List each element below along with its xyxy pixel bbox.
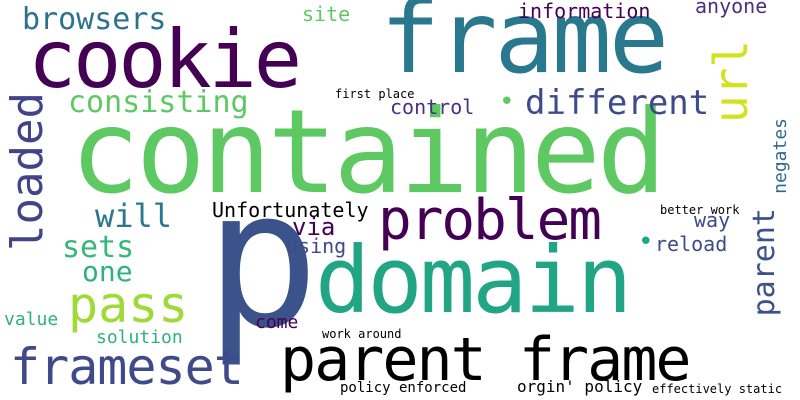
word-control: control (390, 95, 475, 119)
word-browsers: browsers (22, 2, 167, 37)
word-url: url (704, 40, 758, 124)
word-way: way (694, 208, 731, 232)
word-parent-frame: parent frame (280, 325, 691, 395)
word-sets: sets (62, 230, 135, 265)
word-site: site (302, 2, 351, 26)
word-different: different (525, 83, 710, 123)
word-frameset: frameset (10, 338, 244, 396)
word-unfortunately: Unfortunately (212, 198, 369, 222)
dot-mark: • (499, 87, 515, 117)
word-contained: contained (70, 85, 667, 220)
word-value: value (4, 309, 59, 330)
word-frame: frame (380, 0, 669, 96)
word-policy-enforced: policy enforced (340, 380, 467, 396)
word-pass: pass (68, 276, 189, 334)
word-better-work: better work (660, 203, 740, 217)
word-cookie: cookie (28, 13, 302, 106)
word-domain: domain (315, 227, 632, 334)
word-reload: reload (655, 232, 728, 256)
word-work-around: work around (322, 327, 402, 341)
word-come: come (255, 312, 299, 333)
word-origin-policy: orgin' policy (517, 377, 643, 396)
word-one: one (82, 255, 133, 288)
word-solution: solution (96, 327, 183, 348)
dot-mark: • (638, 227, 654, 257)
word-first-place: first place (335, 87, 415, 101)
word-effectively-static: effectively static (652, 382, 783, 396)
word-using: using (286, 234, 347, 258)
word-consisting: consisting (68, 85, 249, 120)
word-parent: parent (747, 208, 782, 317)
word-anyone: anyone (695, 0, 768, 18)
word-problem: problem (378, 188, 602, 253)
word-loaded: loaded (2, 92, 53, 251)
word-will: will (95, 197, 173, 235)
word-negates: negates (770, 118, 791, 194)
word-via: via (292, 213, 336, 241)
word-information: information (518, 0, 651, 23)
word-p: p (205, 149, 320, 370)
